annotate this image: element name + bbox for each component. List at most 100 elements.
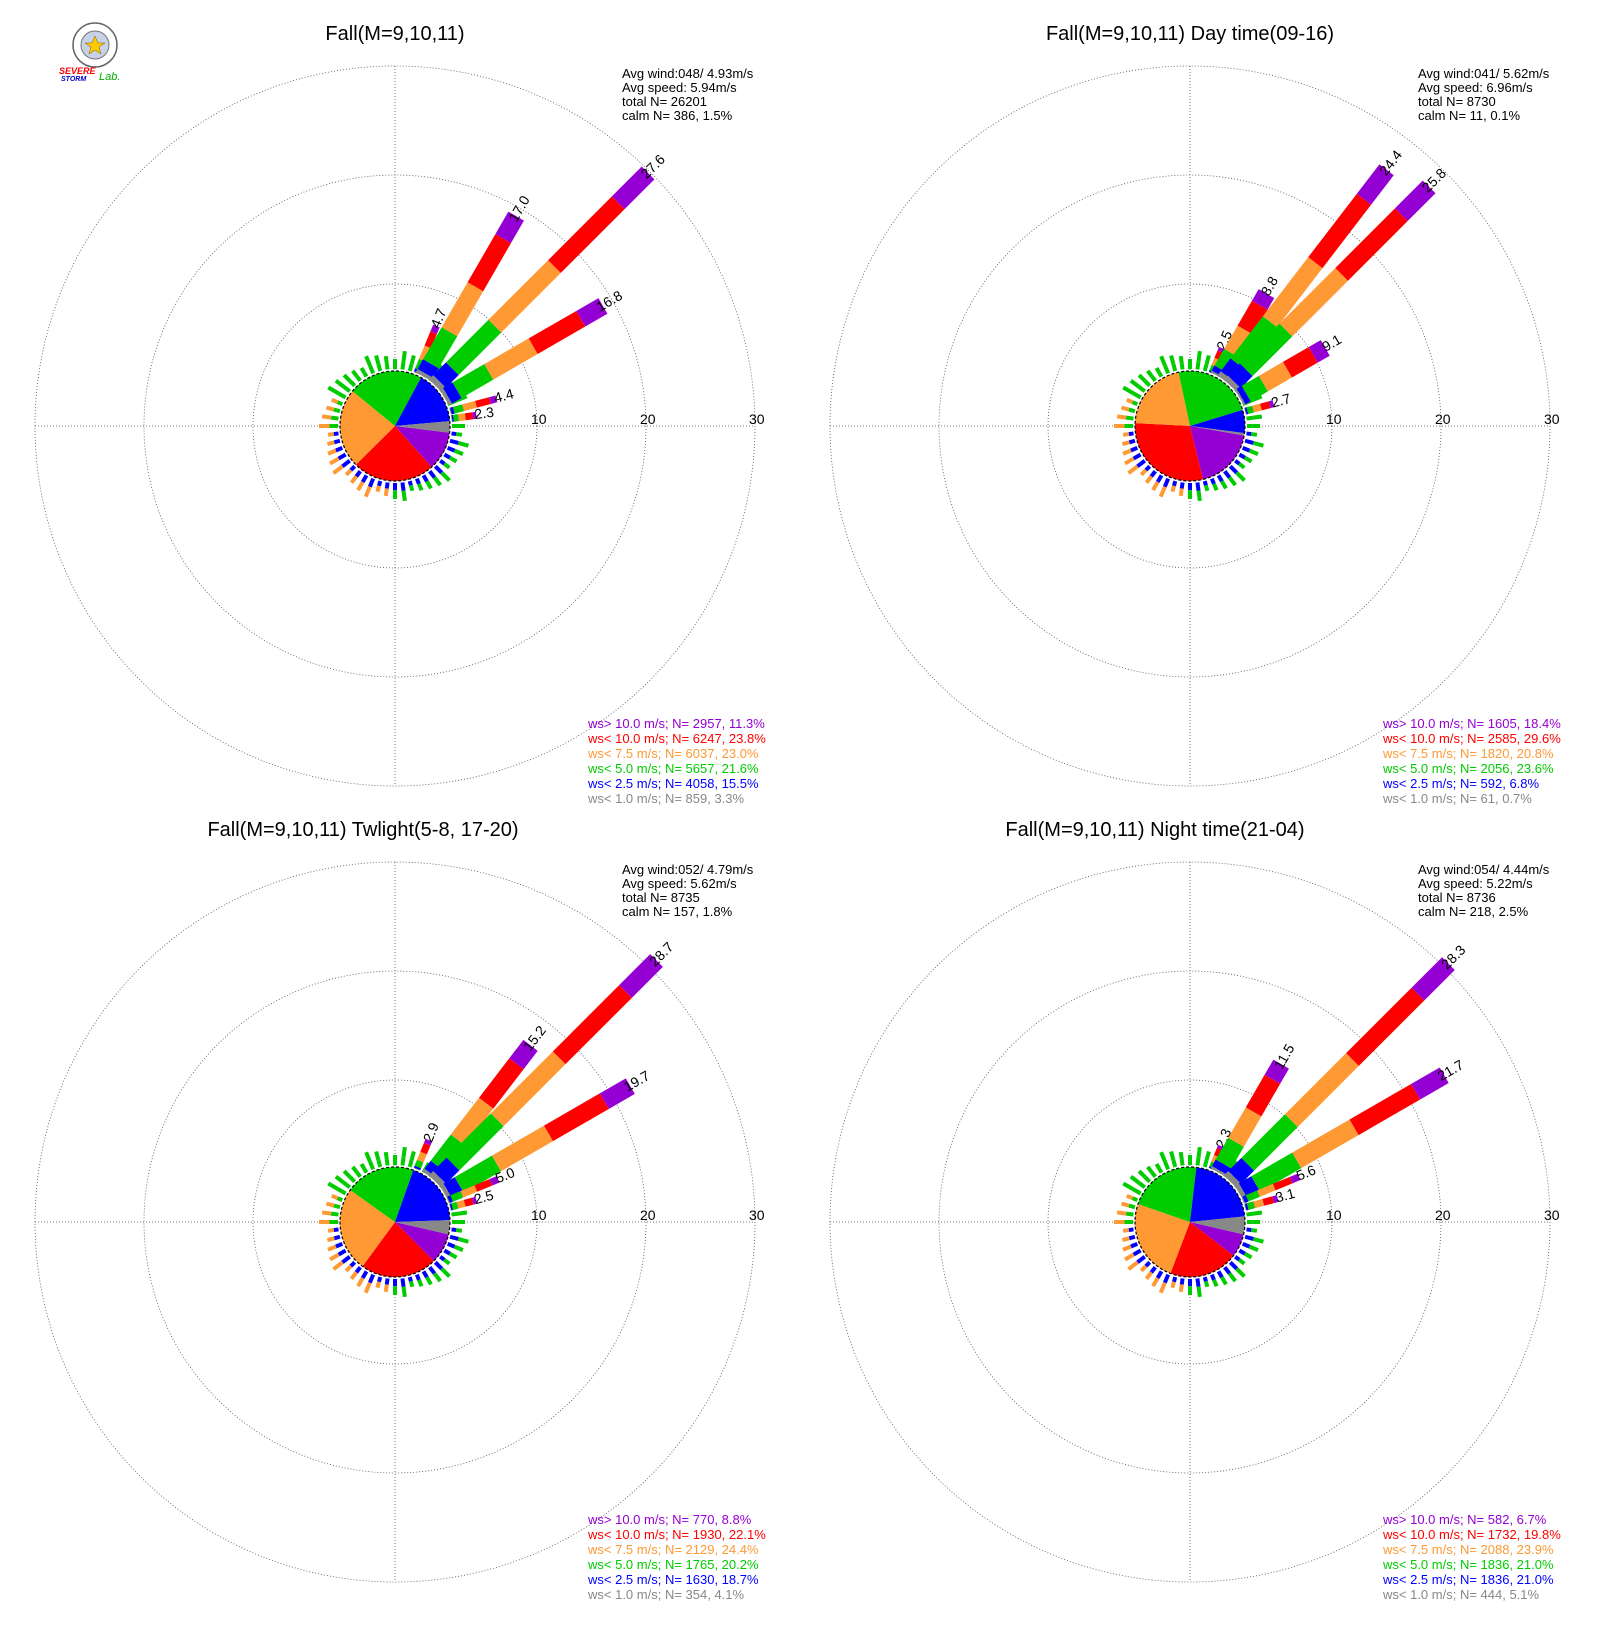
- petal-segment-lt5: [450, 1191, 464, 1202]
- minor-petal-tip: [1122, 1244, 1132, 1252]
- legend-entry-lt75: ws< 7.5 m/s; N= 2129, 24.4%: [587, 1542, 759, 1557]
- minor-petal-tip: [1151, 1276, 1160, 1288]
- petal-segment-lt10: [1260, 401, 1271, 411]
- petal-segment-lt5: [451, 1201, 459, 1211]
- legend-entry-lt10: ws< 10.0 m/s; N= 2585, 29.6%: [1382, 731, 1561, 746]
- petal-segment-gt10: [423, 1138, 433, 1146]
- minor-petal: [360, 474, 369, 483]
- minor-petal: [443, 452, 451, 460]
- minor-petal: [439, 459, 446, 466]
- minor-petal: [1238, 452, 1246, 460]
- minor-petal: [446, 445, 456, 453]
- petal-label: 5.6: [1294, 1161, 1318, 1183]
- petal-segment-gt10: [1308, 340, 1330, 363]
- petal-segment-lt5: [452, 404, 464, 414]
- minor-petal-tip: [325, 1201, 335, 1208]
- minor-petal-tip: [1137, 1169, 1147, 1179]
- pie-slice-lt10: [1170, 1222, 1234, 1277]
- minor-petal-tip: [383, 1284, 389, 1293]
- petal-segment-lt75: [1253, 1198, 1265, 1209]
- petal-segment-gt10: [495, 211, 524, 244]
- minor-petal: [1128, 1203, 1136, 1210]
- pie-slice-lt10: [355, 426, 432, 481]
- minor-petal-tip: [1178, 1151, 1184, 1160]
- minor-petal: [1125, 1211, 1134, 1217]
- petal-segment-lt5: [1246, 405, 1254, 415]
- minor-petal-tip: [1227, 476, 1237, 487]
- petal-segment-lt25: [1228, 1157, 1255, 1184]
- petal-segment-gt10: [1411, 1067, 1449, 1100]
- logo-text-lab: Lab.: [99, 71, 120, 83]
- panel-title: Fall(M=9,10,11): [325, 23, 464, 45]
- petal-segment-lt5: [453, 414, 459, 422]
- petal-segment-gt10: [1268, 400, 1275, 409]
- petal-segment-lt10: [1308, 193, 1372, 269]
- petal-label: 2.3: [473, 404, 495, 422]
- minor-petal: [1195, 1156, 1201, 1166]
- petal-segment-lt5: [1245, 1190, 1260, 1202]
- minor-petal: [1179, 1159, 1185, 1166]
- minor-petal: [1136, 459, 1146, 468]
- wind-rose-panel: 10 20 304.717.027.616.84.42.3Fall(M=9,10,1…: [34, 23, 766, 806]
- petal-segment-lt25: [433, 362, 459, 388]
- minor-petal: [342, 384, 351, 393]
- minor-petal: [1143, 1175, 1152, 1184]
- minor-petal-tip: [1248, 448, 1259, 456]
- minor-petal-tip: [364, 1151, 372, 1163]
- stats-line: total N= 8735: [622, 890, 700, 905]
- minor-petal: [335, 1241, 344, 1249]
- minor-petal-tip: [1235, 471, 1246, 482]
- wind-rose-panel: 10 20 302.311.528.321.75.63.1Fall(M=9,10,1…: [829, 819, 1561, 1602]
- minor-petal-tip: [425, 1276, 433, 1286]
- minor-petal: [1223, 1266, 1232, 1275]
- minor-petal: [341, 459, 351, 468]
- minor-petal-tip: [440, 471, 451, 482]
- minor-petal-tip: [1196, 1286, 1202, 1298]
- minor-petal: [348, 1175, 357, 1184]
- minor-petal: [1157, 1167, 1164, 1174]
- minor-petal-tip: [351, 1165, 359, 1174]
- minor-petal: [1144, 464, 1152, 472]
- minor-petal: [336, 1196, 344, 1203]
- minor-petal: [1179, 363, 1185, 370]
- pie-slice-lt1: [1190, 1216, 1245, 1235]
- minor-petal-tip: [1124, 456, 1135, 466]
- minor-petal: [1244, 438, 1254, 445]
- petal-segment-lt10: [552, 985, 632, 1065]
- minor-petal: [1130, 1241, 1139, 1249]
- petal-segment-lt25: [1211, 1159, 1232, 1175]
- minor-petal-tip: [383, 355, 389, 364]
- stats-line: Avg wind:052/ 4.79m/s: [622, 862, 754, 877]
- minor-petal-tip: [1196, 350, 1202, 362]
- petal-segment-lt1: [428, 375, 446, 393]
- petal-segment-gt10: [488, 395, 498, 404]
- petal-segment-gt10: [489, 1176, 500, 1186]
- minor-petal: [1143, 379, 1152, 388]
- minor-petal: [349, 464, 357, 472]
- ring-label: 30: [1544, 411, 1560, 427]
- petal-segment-gt10: [599, 1078, 635, 1109]
- minor-petal: [1128, 438, 1136, 445]
- minor-petal: [1137, 384, 1146, 393]
- petal-segment-lt25: [1244, 1203, 1249, 1211]
- minor-petal-tip: [1252, 1237, 1264, 1244]
- stats-line: calm N= 386, 1.5%: [622, 108, 733, 123]
- petal-segment-lt75: [456, 1199, 466, 1209]
- petal-segment-gt10: [611, 166, 655, 210]
- legend-entry-gt10: ws> 10.0 m/s; N= 582, 6.7%: [1382, 1512, 1547, 1527]
- stats-line: calm N= 218, 2.5%: [1418, 904, 1529, 919]
- minor-petal-tip: [443, 462, 451, 470]
- petal-segment-lt1: [439, 1183, 453, 1202]
- minor-petal: [349, 1260, 357, 1268]
- minor-petal: [1246, 431, 1252, 437]
- pie-outline: [1134, 370, 1246, 482]
- minor-petal-tip: [453, 448, 464, 456]
- lab-logo: SEVERE STORM Lab.: [59, 22, 120, 83]
- minor-petal-tip: [1116, 1210, 1127, 1216]
- minor-petal-tip: [417, 1279, 424, 1287]
- minor-petal: [336, 391, 347, 400]
- minor-petal-tip: [375, 1281, 381, 1289]
- minor-petal: [362, 371, 369, 378]
- legend-entry-lt75: ws< 7.5 m/s; N= 1820, 20.8%: [1382, 746, 1554, 761]
- minor-petal: [1149, 470, 1157, 478]
